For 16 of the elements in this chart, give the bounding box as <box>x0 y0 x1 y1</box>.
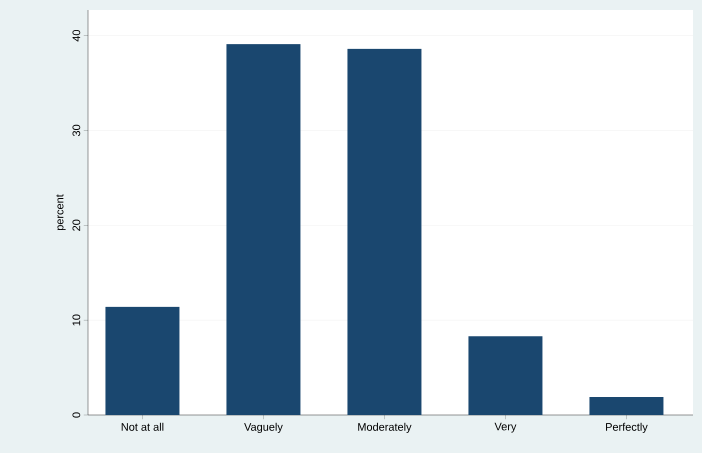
y-tick-label: 0 <box>72 412 80 418</box>
y-axis-title: percent <box>56 194 66 230</box>
y-tick-label: 10 <box>72 314 80 326</box>
bar <box>347 48 422 415</box>
y-tick-label: 40 <box>72 30 80 42</box>
bar <box>589 396 664 415</box>
x-tick-label: Perfectly <box>606 422 648 433</box>
bar <box>226 44 300 415</box>
y-tick-label: 20 <box>72 220 80 231</box>
x-tick-label: Very <box>494 422 516 433</box>
x-tick-label: Not at all <box>122 422 164 431</box>
x-tick-label: Moderately <box>358 422 412 433</box>
x-tick-label: Vaguely <box>244 422 283 433</box>
y-tick-label: 30 <box>72 124 80 136</box>
bar <box>105 306 180 415</box>
bar <box>468 336 542 415</box>
